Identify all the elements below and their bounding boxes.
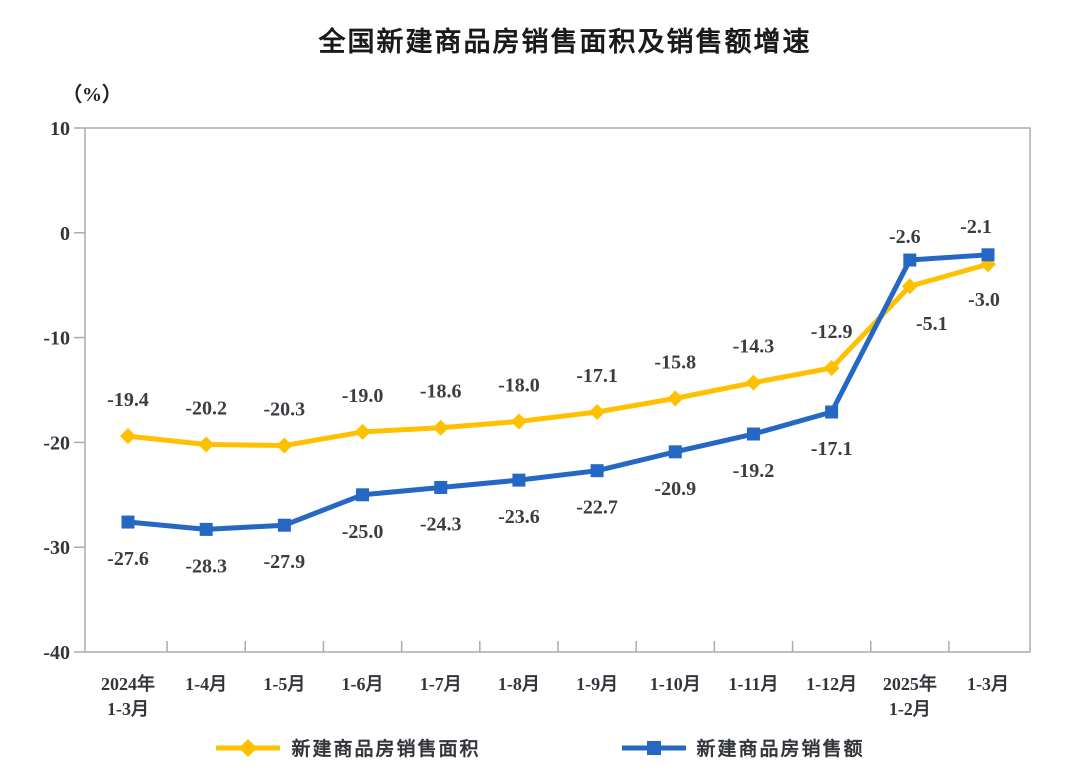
legend-line-diamond-icon xyxy=(216,738,281,757)
data-label: -12.9 xyxy=(811,321,853,343)
data-label: -23.6 xyxy=(498,506,540,528)
square-marker xyxy=(981,248,995,262)
series-line-0 xyxy=(125,261,991,449)
legend-item-sales-area: 新建商品房销售面积 xyxy=(215,734,480,761)
y-axis-tick-label: 0 xyxy=(60,223,70,245)
data-label: -18.0 xyxy=(498,374,540,396)
square-marker xyxy=(903,253,917,267)
x-axis-category-label: 1-11月 xyxy=(728,674,778,694)
square-marker xyxy=(590,464,604,478)
diamond-marker xyxy=(198,436,215,453)
data-label: -25.0 xyxy=(342,521,384,543)
data-label: -27.9 xyxy=(264,551,306,573)
legend-label-sales-area: 新建商品房销售面积 xyxy=(291,739,481,760)
data-label: -2.6 xyxy=(889,226,921,248)
data-label: -24.3 xyxy=(420,513,462,535)
legend-label-sales-revenue: 新建商品房销售额 xyxy=(696,739,865,760)
legend-item-sales-revenue: 新建商品房销售额 xyxy=(621,734,865,761)
diamond-marker xyxy=(980,256,996,273)
data-label: -3.0 xyxy=(968,289,1000,311)
diamond-marker xyxy=(589,404,606,421)
data-label: -2.1 xyxy=(960,216,992,238)
data-label: -17.1 xyxy=(576,365,618,387)
x-axis-category-label: 2024年 1-3月 xyxy=(101,673,155,719)
square-marker xyxy=(356,488,370,502)
y-axis-tick-label: -20 xyxy=(43,432,70,454)
line-chart-plot-area: 10 0 -10 -20 -30 -40 2024年 1-3月 1-4月 1-5月 1-6月 1-7月… xyxy=(0,112,1080,732)
square-marker xyxy=(121,515,135,529)
data-label: -17.1 xyxy=(811,438,853,460)
x-axis-category-label: 1-7月 xyxy=(420,674,462,694)
square-marker xyxy=(512,473,526,487)
square-marker xyxy=(277,518,291,532)
data-label: -28.3 xyxy=(185,555,227,577)
data-label: -15.8 xyxy=(654,351,696,373)
data-label: -14.3 xyxy=(733,336,775,358)
data-label: -18.6 xyxy=(420,381,462,403)
y-axis-tick-label: -40 xyxy=(43,642,70,664)
diamond-marker xyxy=(120,428,136,445)
data-label: -19.2 xyxy=(733,460,775,482)
series-line-1 xyxy=(125,252,991,532)
y-axis-tick-label: 10 xyxy=(50,118,70,140)
data-label: -19.4 xyxy=(107,389,149,411)
square-marker xyxy=(825,405,839,419)
diamond-marker xyxy=(667,390,684,407)
x-axis-category-label: 1-3月 xyxy=(967,674,1009,694)
data-label: -20.2 xyxy=(185,397,227,419)
square-marker xyxy=(434,480,448,494)
legend-line-square-icon xyxy=(621,740,686,755)
data-label: -22.7 xyxy=(576,497,618,519)
square-marker xyxy=(746,427,760,441)
line-chart-canvas: 10 0 -10 -20 -30 -40 2024年 1-3月 1-4月 1-5月 1-6月 1-7月… xyxy=(43,118,1031,719)
x-axis-category-label: 1-8月 xyxy=(498,674,540,694)
x-axis-category-label: 1-10月 xyxy=(650,674,701,694)
x-axis-category-label: 2025年 1-2月 xyxy=(883,673,937,719)
x-axis-category-label: 1-9月 xyxy=(576,674,618,694)
chart-legend: 新建商品房销售面积 新建商品房销售额 xyxy=(0,734,1080,761)
data-label: -20.9 xyxy=(654,478,696,500)
x-axis-category-label: 1-4月 xyxy=(185,674,227,694)
data-label: -5.1 xyxy=(916,313,948,335)
diamond-marker xyxy=(354,423,371,440)
data-label: -27.6 xyxy=(107,548,149,570)
data-label: -19.0 xyxy=(342,385,384,407)
x-axis-category-label: 1-5月 xyxy=(263,674,305,694)
square-marker xyxy=(199,522,213,536)
y-axis-tick-label: -10 xyxy=(43,328,70,350)
diamond-marker xyxy=(745,374,762,391)
data-label: -20.3 xyxy=(264,399,306,421)
y-axis-unit-label: （%） xyxy=(62,84,122,106)
diamond-marker xyxy=(432,419,449,436)
square-marker xyxy=(668,445,682,459)
chart-title: 全国新建商品房销售面积及销售额增速 xyxy=(318,27,812,57)
x-axis-category-label: 1-12月 xyxy=(806,674,857,694)
diamond-marker xyxy=(823,359,840,376)
diamond-marker xyxy=(901,278,918,295)
x-axis-category-label: 1-6月 xyxy=(342,674,384,694)
diamond-marker xyxy=(276,437,293,454)
y-axis-tick-label: -30 xyxy=(43,537,70,559)
diamond-marker xyxy=(510,413,527,430)
